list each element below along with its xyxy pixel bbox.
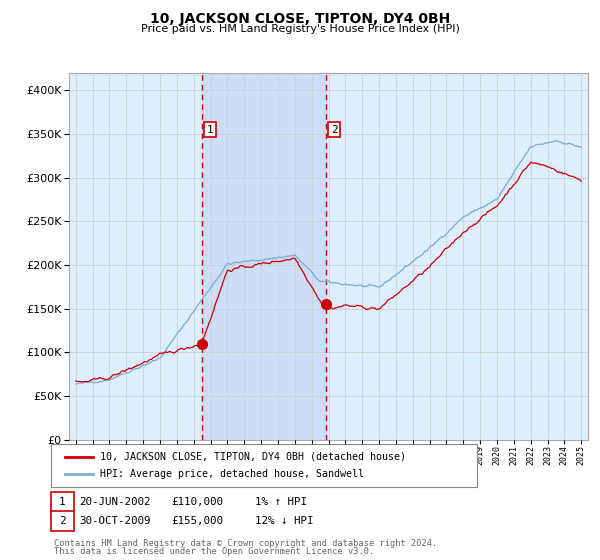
Text: 12% ↓ HPI: 12% ↓ HPI: [255, 516, 314, 526]
Text: Price paid vs. HM Land Registry's House Price Index (HPI): Price paid vs. HM Land Registry's House …: [140, 24, 460, 34]
Text: 10, JACKSON CLOSE, TIPTON, DY4 0BH (detached house): 10, JACKSON CLOSE, TIPTON, DY4 0BH (deta…: [100, 452, 406, 462]
Text: 30-OCT-2009: 30-OCT-2009: [79, 516, 151, 526]
Text: Contains HM Land Registry data © Crown copyright and database right 2024.: Contains HM Land Registry data © Crown c…: [54, 539, 437, 548]
Text: 20-JUN-2002: 20-JUN-2002: [79, 497, 151, 507]
Bar: [202, 73, 326, 440]
Text: 1: 1: [59, 497, 66, 507]
Text: £155,000: £155,000: [171, 516, 223, 526]
Text: 2: 2: [59, 516, 66, 526]
Text: 2: 2: [331, 124, 337, 134]
Text: HPI: Average price, detached house, Sandwell: HPI: Average price, detached house, Sand…: [100, 469, 364, 479]
Text: 10, JACKSON CLOSE, TIPTON, DY4 0BH: 10, JACKSON CLOSE, TIPTON, DY4 0BH: [150, 12, 450, 26]
Text: £110,000: £110,000: [171, 497, 223, 507]
Text: This data is licensed under the Open Government Licence v3.0.: This data is licensed under the Open Gov…: [54, 547, 374, 556]
Text: 1% ↑ HPI: 1% ↑ HPI: [255, 497, 307, 507]
Text: 1: 1: [206, 124, 214, 134]
